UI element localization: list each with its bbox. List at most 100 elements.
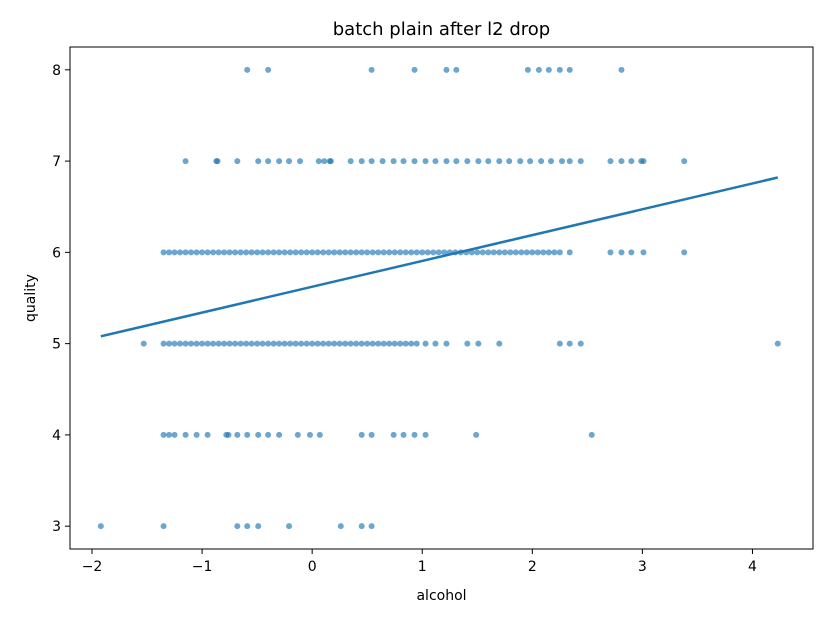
data-point [215,249,222,256]
data-point [254,340,261,347]
data-point [254,249,261,256]
data-point [298,249,305,256]
data-point [297,158,304,165]
data-point [347,249,354,256]
data-point [177,249,184,256]
data-point [485,249,492,256]
data-point [259,249,266,256]
data-point [402,249,409,256]
x-tick-label: 2 [528,559,537,575]
data-point [618,158,625,165]
data-point [358,158,365,165]
data-point [287,249,294,256]
data-point [210,340,217,347]
data-point [368,431,375,438]
data-point [534,249,541,256]
data-point [214,158,221,165]
data-point [408,340,415,347]
data-point [411,431,418,438]
data-point [556,249,563,256]
data-point [248,340,255,347]
data-point [506,158,513,165]
data-point [255,431,262,438]
data-point [464,340,471,347]
data-point [298,340,305,347]
y-tick-label: 5 [52,337,61,353]
data-point [379,158,386,165]
data-point [325,340,332,347]
fit-line [100,176,779,338]
data-point [226,340,233,347]
data-point [474,249,481,256]
data-point [188,340,195,347]
data-point [475,158,482,165]
data-point [577,340,584,347]
data-point [347,158,354,165]
data-point [419,249,426,256]
data-point [182,431,189,438]
data-point [265,431,272,438]
data-point [369,249,376,256]
data-point [512,249,519,256]
data-point [292,340,299,347]
data-point [556,66,563,73]
data-point [342,340,349,347]
data-point [375,340,382,347]
data-point [368,66,375,73]
data-point [443,66,450,73]
data-point [315,158,322,165]
data-point [199,340,206,347]
data-point [538,158,545,165]
data-point [479,249,486,256]
y-axis-ticks: 3 4 5 6 7 8 [52,63,70,535]
data-point [435,249,442,256]
data-point [518,249,525,256]
data-point [243,340,250,347]
data-point [681,158,688,165]
data-point [234,158,241,165]
y-tick-label: 8 [52,63,61,79]
data-point [559,158,566,165]
data-point [535,66,542,73]
data-point [413,340,420,347]
data-point [342,249,349,256]
data-point [331,249,338,256]
data-point [234,523,241,530]
data-point [618,66,625,73]
data-point [232,340,239,347]
data-point [432,340,439,347]
data-point [286,523,293,530]
data-point [309,340,316,347]
data-point [774,340,781,347]
data-point [281,340,288,347]
data-point [327,158,334,165]
data-point [358,340,365,347]
data-point [618,249,625,256]
plot-frame [69,46,814,550]
data-point [232,249,239,256]
data-point [364,249,371,256]
data-point [255,158,262,165]
data-point [182,249,189,256]
data-point [248,249,255,256]
data-point [215,340,222,347]
data-point [226,249,233,256]
data-point [548,158,555,165]
data-point [397,249,404,256]
data-point [255,523,262,530]
data-point [607,158,614,165]
data-point [391,340,398,347]
data-point [566,249,573,256]
data-point [204,431,211,438]
data-point [540,249,547,256]
data-point [336,249,343,256]
x-axis-ticks: −2 −1 0 1 2 3 4 [82,549,757,575]
data-point [276,249,283,256]
data-point [391,249,398,256]
y-axis-label: quality [23,274,39,322]
data-point [265,158,272,165]
data-point [408,249,415,256]
data-point [210,249,217,256]
data-point [443,158,450,165]
data-point [364,340,371,347]
